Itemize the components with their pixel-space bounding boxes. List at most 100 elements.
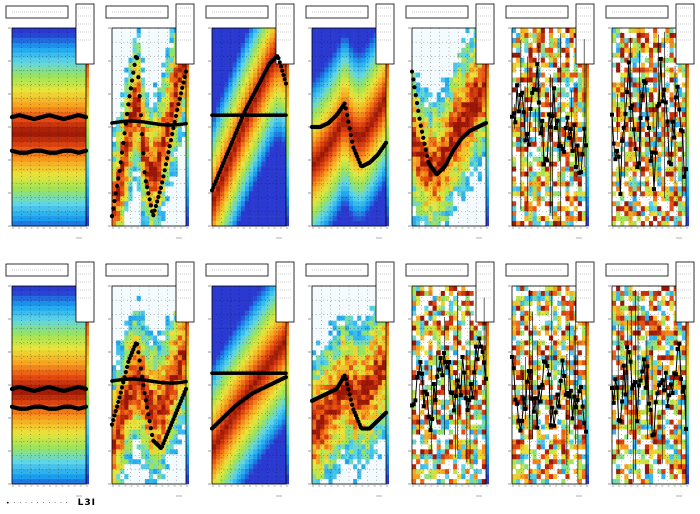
stats-box — [75, 3, 95, 65]
data-point — [670, 119, 675, 124]
data-point — [510, 354, 514, 359]
footer-dots: • · · · · · · · · · · — [6, 500, 69, 507]
heatmap — [312, 28, 387, 227]
data-point — [675, 84, 680, 89]
data-point — [235, 127, 240, 132]
data-point — [119, 385, 125, 390]
data-point — [667, 393, 672, 398]
data-point — [680, 129, 685, 134]
data-point — [540, 382, 545, 387]
data-point — [161, 174, 166, 179]
data-point — [350, 402, 355, 407]
data-point — [633, 146, 638, 151]
data-point — [113, 408, 118, 414]
data-point — [416, 371, 421, 376]
grid — [112, 286, 186, 484]
data-point — [141, 151, 146, 156]
data-point — [625, 90, 630, 95]
data-point — [114, 183, 120, 188]
data-point — [452, 408, 457, 413]
data-point — [653, 150, 658, 155]
data-point — [555, 118, 560, 123]
data-point — [582, 420, 587, 425]
data-point — [648, 158, 653, 163]
data-point — [567, 394, 572, 399]
panel-0-3 — [305, 3, 395, 239]
data-point — [126, 102, 131, 107]
data-point — [457, 384, 462, 389]
grid — [112, 28, 186, 226]
data-point — [343, 106, 348, 111]
data-point — [237, 121, 242, 126]
data-point — [473, 344, 478, 349]
marker-series — [409, 69, 489, 177]
data-point — [480, 349, 485, 354]
data-point — [121, 140, 126, 146]
data-point — [150, 432, 155, 438]
data-point — [623, 392, 628, 397]
data-point — [565, 390, 570, 395]
data-point — [111, 206, 116, 211]
panel-0-2 — [205, 3, 295, 239]
data-point — [655, 391, 660, 396]
data-point — [611, 400, 616, 405]
data-point — [611, 141, 616, 146]
data-point — [511, 366, 516, 371]
data-point — [416, 108, 421, 113]
marker-series — [309, 373, 389, 431]
data-point — [647, 401, 651, 406]
data-point — [577, 389, 582, 394]
data-point — [421, 404, 426, 409]
data-point — [521, 110, 526, 115]
data-point — [281, 72, 286, 77]
data-point — [552, 423, 557, 428]
heatmap — [12, 286, 87, 485]
data-point — [232, 133, 237, 138]
data-point — [475, 357, 480, 362]
data-point — [584, 143, 588, 148]
data-point — [156, 194, 161, 200]
data-point — [565, 115, 570, 120]
data-point — [531, 409, 536, 414]
data-point — [467, 398, 472, 403]
data-point — [137, 358, 142, 363]
data-point — [440, 373, 445, 378]
data-point — [616, 154, 621, 159]
data-point — [419, 129, 425, 134]
data-point — [541, 162, 546, 167]
data-point — [643, 385, 648, 390]
data-point — [658, 381, 663, 386]
data-point — [652, 432, 657, 437]
data-point — [660, 99, 665, 104]
data-point — [227, 146, 232, 151]
data-point — [618, 419, 623, 424]
marker-series — [510, 289, 588, 483]
data-point — [568, 126, 573, 131]
data-point — [118, 390, 123, 395]
data-point — [543, 360, 548, 365]
data-point — [673, 95, 678, 100]
data-point — [665, 404, 670, 409]
data-point — [672, 135, 677, 140]
data-point — [510, 114, 514, 119]
marker-series — [510, 33, 588, 226]
data-point — [613, 377, 618, 382]
plot-frame — [211, 285, 287, 485]
stats-box — [675, 3, 695, 65]
stats-box — [275, 3, 295, 65]
data-point — [418, 123, 423, 128]
data-point — [146, 412, 151, 417]
data-point — [575, 143, 580, 148]
stats-box — [175, 261, 195, 323]
data-point — [460, 354, 465, 359]
stats-box — [175, 3, 195, 65]
data-point — [342, 101, 347, 106]
data-point — [675, 346, 680, 351]
marker-series — [210, 54, 288, 193]
data-point — [663, 100, 668, 105]
data-point — [116, 176, 121, 181]
data-point — [513, 120, 518, 125]
data-point — [621, 363, 626, 368]
data-point — [171, 125, 176, 131]
